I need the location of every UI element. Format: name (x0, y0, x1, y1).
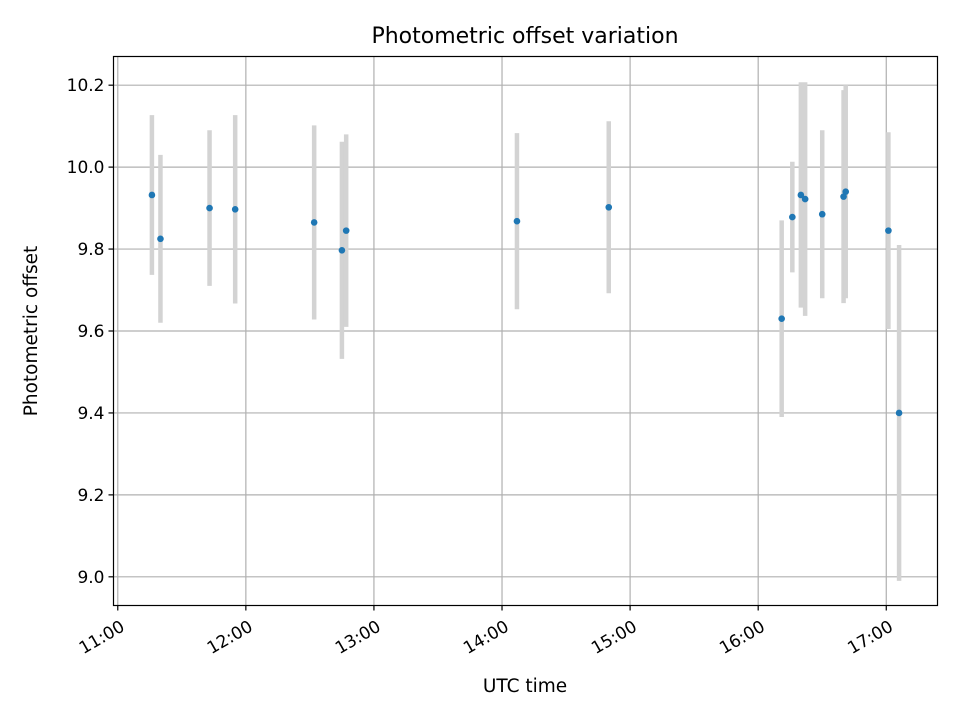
x-tick-label: 14:00 (460, 617, 512, 659)
data-point (342, 227, 350, 234)
data-point (801, 195, 809, 203)
data-point (310, 219, 318, 226)
data-point (885, 227, 892, 234)
y-tick-label: 9.6 (77, 322, 104, 342)
data-point (818, 210, 826, 218)
x-tick-label: 15:00 (588, 617, 640, 659)
data-point (231, 206, 239, 213)
data-point (513, 217, 521, 225)
y-tick-label: 9.2 (77, 486, 104, 506)
x-tick-label: 13:00 (332, 617, 384, 659)
data-point (840, 193, 847, 200)
y-tick-label: 10.0 (67, 158, 105, 178)
x-axis-label: UTC time (483, 676, 567, 697)
data-points (148, 188, 903, 417)
error-bars (149, 82, 902, 581)
x-tick-label: 17:00 (844, 617, 896, 659)
x-axis-ticks: 11:00 12:00 13:00 14:00 15:00 16:00 17:00 (76, 605, 897, 659)
data-point (895, 409, 903, 417)
data-point (148, 191, 156, 199)
data-point (789, 213, 796, 221)
data-point (206, 204, 213, 212)
y-tick-label: 9.0 (77, 568, 104, 588)
data-point (605, 203, 613, 211)
x-tick-label: 11:00 (76, 617, 128, 659)
data-point (338, 246, 346, 254)
chart-title: Photometric offset variation (371, 24, 678, 49)
y-axis-label: Photometric offset (21, 246, 42, 417)
data-point (778, 315, 785, 323)
y-axis-ticks: 9.0 9.2 9.4 9.6 9.8 10.0 10.2 (67, 76, 114, 588)
y-tick-label: 9.8 (77, 240, 104, 260)
data-point (842, 188, 850, 196)
x-tick-label: 16:00 (716, 617, 768, 659)
data-point (157, 235, 164, 243)
data-point (797, 191, 805, 199)
x-tick-label: 12:00 (204, 617, 256, 659)
y-tick-label: 10.2 (67, 76, 105, 96)
y-tick-label: 9.4 (77, 404, 104, 424)
